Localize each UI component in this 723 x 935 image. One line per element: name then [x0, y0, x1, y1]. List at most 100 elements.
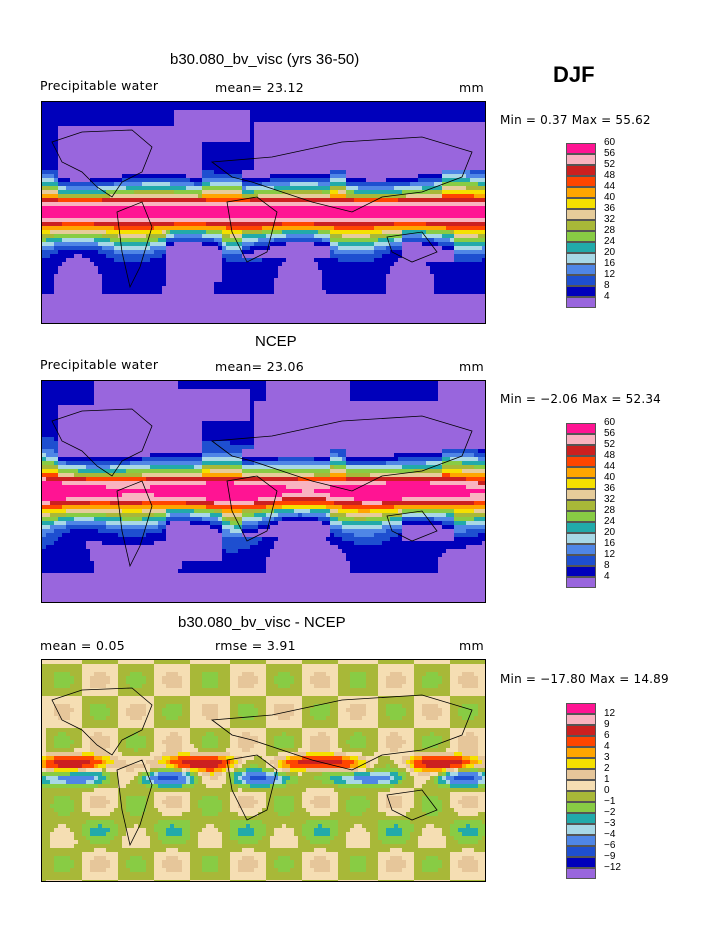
- field-cell: [302, 198, 307, 203]
- field-cell: [290, 158, 295, 163]
- field-cell: [186, 214, 191, 219]
- field-cell: [270, 278, 275, 283]
- field-cell: [270, 178, 275, 183]
- field-cell: [458, 142, 463, 147]
- field-cell: [234, 226, 239, 231]
- field-cell: [262, 254, 267, 259]
- field-cell: [110, 202, 115, 207]
- field-cell: [66, 130, 71, 135]
- field-cell: [102, 138, 107, 143]
- field-cell: [126, 182, 131, 187]
- field-cell: [238, 118, 243, 123]
- field-cell: [470, 174, 475, 179]
- field-cell: [454, 130, 459, 135]
- field-cell: [402, 186, 407, 191]
- field-cell: [362, 106, 367, 111]
- field-cell: [362, 110, 367, 115]
- field-cell: [146, 278, 151, 283]
- field-cell: [438, 186, 443, 191]
- field-cell: [242, 270, 247, 275]
- field-cell: [458, 198, 463, 203]
- field-cell: [438, 250, 443, 255]
- field-cell: [82, 246, 87, 251]
- field-cell: [134, 118, 139, 123]
- field-cell: [86, 114, 91, 119]
- field-cell: [250, 138, 255, 143]
- field-cell: [326, 170, 331, 175]
- field-cell: [422, 222, 427, 227]
- field-cell: [162, 202, 167, 207]
- field-cell: [422, 198, 427, 203]
- field-cell: [74, 170, 79, 175]
- field-cell: [322, 278, 327, 283]
- field-cell: [342, 254, 347, 259]
- field-cell: [90, 274, 95, 279]
- field-cell: [74, 218, 79, 223]
- field-cell: [454, 146, 459, 151]
- field-cell: [66, 154, 71, 159]
- field-cell: [446, 210, 451, 215]
- field-cell: [214, 194, 219, 199]
- field-cell: [106, 246, 111, 251]
- field-cell: [346, 190, 351, 195]
- field-cell: [294, 202, 299, 207]
- field-cell: [394, 274, 399, 279]
- field-cell: [394, 114, 399, 119]
- field-cell: [446, 114, 451, 119]
- field-cell: [446, 202, 451, 207]
- field-cell: [306, 230, 311, 235]
- field-cell: [350, 190, 355, 195]
- field-cell: [234, 122, 239, 127]
- field-cell: [422, 150, 427, 155]
- field-cell: [334, 118, 339, 123]
- field-cell: [282, 150, 287, 155]
- field-cell: [302, 254, 307, 259]
- field-cell: [178, 146, 183, 151]
- field-cell: [226, 190, 231, 195]
- field-cell: [294, 186, 299, 191]
- field-cell: [98, 138, 103, 143]
- field-cell: [426, 182, 431, 187]
- field-cell: [478, 174, 483, 179]
- field-cell: [378, 238, 383, 243]
- field-cell: [378, 146, 383, 151]
- field-cell: [418, 102, 423, 107]
- field-cell: [86, 182, 91, 187]
- field-cell: [294, 214, 299, 219]
- field-cell: [194, 270, 199, 275]
- field-cell: [374, 242, 379, 247]
- field-cell: [366, 278, 371, 283]
- field-cell: [182, 162, 187, 167]
- field-cell: [214, 102, 219, 107]
- field-cell: [370, 222, 375, 227]
- field-cell: [206, 246, 211, 251]
- field-cell: [146, 226, 151, 231]
- field-cell: [214, 146, 219, 151]
- field-cell: [194, 190, 199, 195]
- field-cell: [210, 262, 215, 267]
- field-cell: [310, 214, 315, 219]
- field-cell: [322, 230, 327, 235]
- field-cell: [434, 182, 439, 187]
- field-cell: [346, 154, 351, 159]
- field-cell: [206, 214, 211, 219]
- field-cell: [110, 158, 115, 163]
- field-cell: [310, 170, 315, 175]
- field-cell: [186, 174, 191, 179]
- field-cell: [374, 230, 379, 235]
- field-cell: [218, 122, 223, 127]
- field-cell: [466, 210, 471, 215]
- field-cell: [286, 194, 291, 199]
- field-cell: [46, 222, 51, 227]
- field-cell: [246, 226, 251, 231]
- field-cell: [54, 226, 59, 231]
- field-cell: [366, 258, 371, 263]
- field-cell: [430, 250, 435, 255]
- field-cell: [382, 222, 387, 227]
- field-cell: [466, 246, 471, 251]
- field-cell: [66, 258, 71, 263]
- field-cell: [190, 242, 195, 247]
- field-cell: [62, 198, 67, 203]
- field-cell: [86, 270, 91, 275]
- field-cell: [94, 210, 99, 215]
